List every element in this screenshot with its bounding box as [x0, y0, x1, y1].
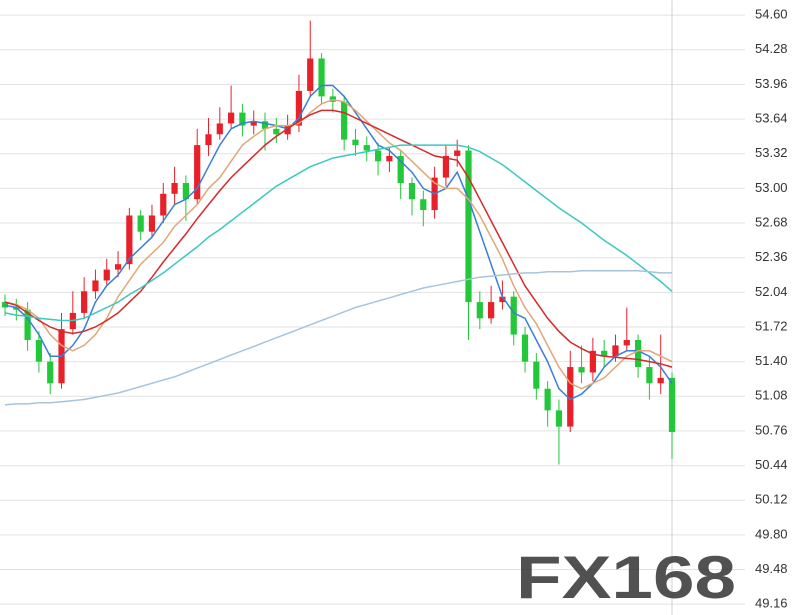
candle-body	[295, 90, 303, 126]
candle-body	[510, 296, 517, 335]
candle-body	[634, 339, 642, 368]
candle-body	[47, 361, 54, 384]
y-tick-label: 51.72	[755, 318, 788, 333]
candle-body	[363, 145, 370, 151]
candle-body	[397, 155, 404, 183]
y-tick-label: 51.08	[755, 388, 788, 403]
moving-average-line	[4, 269, 672, 406]
candle-body	[216, 123, 223, 135]
moving-average-line	[4, 144, 673, 322]
candle-body	[544, 388, 551, 411]
candle-body	[623, 339, 630, 346]
y-tick-label: 51.40	[755, 353, 788, 368]
candle-body	[601, 350, 608, 357]
y-tick-label: 53.96	[755, 76, 788, 91]
plot-area	[1, 20, 676, 465]
y-tick-label: 52.04	[755, 284, 788, 299]
candle-body	[13, 307, 20, 310]
candle-body	[668, 377, 676, 433]
candle-body	[533, 361, 540, 389]
candle-body	[205, 134, 212, 146]
candle-body	[341, 101, 348, 140]
candle-body	[318, 58, 325, 97]
candle-body	[35, 339, 43, 362]
candle-body	[114, 264, 122, 270]
candle-body	[374, 150, 382, 162]
candle-body	[194, 145, 201, 200]
y-tick-label: 50.12	[755, 492, 788, 507]
moving-average-line	[4, 98, 673, 390]
candle-body	[126, 215, 133, 265]
candle-body	[239, 112, 246, 126]
candle-body	[589, 350, 596, 373]
candle-body	[386, 155, 393, 162]
candle-body	[227, 112, 235, 124]
y-tick-label: 53.32	[755, 145, 788, 160]
candle-body	[465, 150, 472, 303]
y-tick-label: 49.48	[755, 561, 788, 576]
candle-body	[442, 155, 450, 178]
y-tick-label: 49.16	[755, 596, 788, 611]
candle-body	[137, 215, 144, 232]
candle-body	[420, 199, 427, 211]
candle-body	[250, 121, 257, 126]
candle-body	[476, 302, 483, 319]
candle-body	[555, 410, 563, 427]
candle-body	[160, 193, 167, 216]
candle-body	[92, 280, 99, 292]
candle-body	[1, 302, 9, 308]
candle-body	[567, 367, 574, 427]
candle-body	[499, 296, 506, 303]
candle-body	[646, 367, 653, 384]
candle-body	[352, 139, 359, 146]
grid	[0, 14, 745, 605]
y-tick-label: 54.28	[755, 41, 788, 56]
moving-average-line	[4, 84, 673, 401]
candle-body	[657, 377, 664, 384]
candle-body	[182, 182, 189, 200]
candle-body	[284, 125, 291, 135]
y-tick-label: 50.44	[755, 457, 788, 472]
y-tick-label: 50.76	[755, 422, 788, 437]
candle-body	[24, 309, 31, 340]
candle-body	[81, 291, 88, 313]
moving-average-line	[4, 109, 673, 368]
y-tick-label: 53.64	[755, 111, 788, 126]
y-tick-label: 49.80	[755, 526, 788, 541]
y-tick-label: 52.68	[755, 214, 788, 229]
candle-body	[521, 334, 529, 362]
candle-body	[612, 345, 619, 357]
candle-body	[578, 367, 585, 373]
candle-body	[261, 121, 269, 129]
candle-body	[148, 215, 156, 232]
y-axis: 54.60 54.28 53.96 53.64 53.32 53.00 52.68 52.36…	[755, 7, 788, 611]
candle-body	[273, 128, 280, 135]
candle-body	[171, 182, 178, 194]
candle-body	[488, 302, 495, 319]
watermark: FX168	[516, 544, 736, 611]
candle-body	[307, 58, 314, 91]
candle-body	[454, 150, 461, 156]
y-tick-label: 52.36	[755, 249, 788, 264]
candle-body	[103, 269, 110, 281]
y-tick-label: 53.00	[755, 180, 788, 195]
candle-body	[408, 182, 416, 200]
y-tick-label: 54.60	[755, 7, 788, 22]
